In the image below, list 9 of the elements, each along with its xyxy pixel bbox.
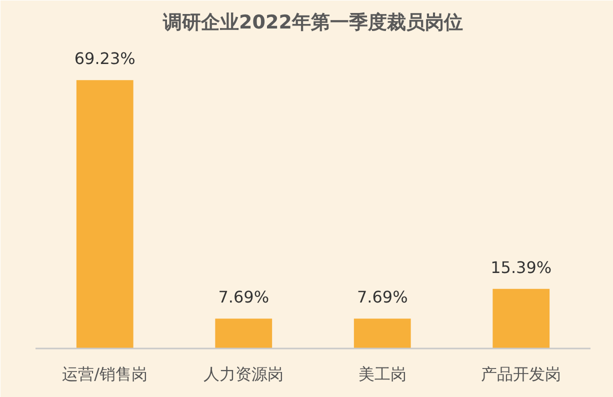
data-label: 7.69% [356, 288, 408, 307]
x-tick-label: 运营/销售岗 [62, 364, 148, 384]
data-label: 15.39% [490, 258, 552, 277]
x-tick-label: 人力资源岗 [204, 364, 284, 384]
data-label: 7.69% [218, 288, 270, 307]
data-label: 69.23% [74, 49, 136, 68]
chart-title: 调研企业2022年第一季度裁员岗位 [162, 12, 463, 34]
x-tick-label: 美工岗 [358, 364, 406, 384]
x-tick-label: 产品开发岗 [481, 364, 562, 384]
